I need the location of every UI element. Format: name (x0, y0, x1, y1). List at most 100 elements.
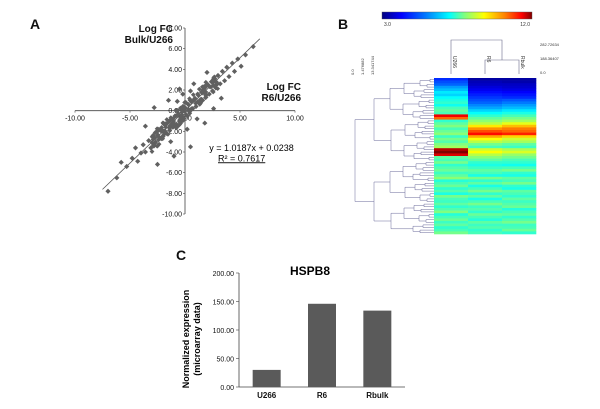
dendro-branch (402, 166, 416, 178)
dendro-branch (421, 131, 434, 135)
heatmap-cell (468, 88, 503, 92)
dendro-branch (373, 181, 391, 222)
heatmap-cell (468, 205, 503, 209)
heatmap-cell (468, 215, 503, 219)
data-point (211, 83, 217, 89)
data-point (229, 60, 235, 66)
dendro-branch (428, 99, 434, 103)
heatmap-cell (468, 182, 503, 185)
heatmap-cell (468, 197, 503, 201)
y-axis-title-line1: Log FC (139, 24, 173, 35)
dendro-branch (403, 207, 419, 219)
heatmap-cell (434, 171, 469, 175)
dendro-branch (425, 105, 434, 109)
heatmap-cell (468, 195, 503, 198)
heatmap-cell (434, 91, 469, 94)
data-point (178, 115, 184, 121)
heatmap-cell (502, 228, 537, 232)
y-axis-title-line2: (microarray data) (192, 302, 202, 376)
heatmap-cell (468, 124, 503, 128)
heatmap-cell (468, 150, 503, 154)
data-point (190, 92, 196, 98)
heatmap-cell (502, 231, 537, 235)
y-tick-label: 8.00 (168, 26, 182, 33)
heatmap-cell (434, 200, 469, 204)
heatmap-cell (434, 158, 469, 162)
heatmap-cell (502, 101, 537, 105)
heatmap-cell (468, 85, 503, 89)
regression-equation: y = 1.0187x + 0.0238 (209, 143, 294, 153)
heatmap-cell (502, 192, 537, 196)
heatmap-cell (502, 158, 537, 162)
heatmap-cell (502, 184, 537, 188)
heatmap-cell (468, 179, 503, 183)
heatmap-cell (502, 98, 537, 102)
data-point (118, 159, 124, 165)
data-point (201, 87, 206, 92)
data-point (173, 108, 179, 113)
data-point (155, 132, 161, 138)
dendro-branch (419, 80, 430, 87)
data-point (189, 106, 194, 112)
data-point (196, 86, 202, 92)
heatmap-cell (502, 85, 537, 89)
heatmap-cell (502, 179, 537, 183)
bar-chart: HSPB8 200.00 150.00 100.00 50.00 0.00 U266 R6… (181, 264, 405, 400)
data-point (203, 79, 209, 85)
y-tick-label: -10.00 (162, 212, 182, 219)
data-point (124, 163, 130, 170)
heatmap-cell (468, 83, 503, 87)
heatmap-cell (468, 187, 503, 191)
data-point (152, 130, 158, 136)
data-point (150, 137, 156, 142)
heatmap-cell (502, 130, 537, 133)
heatmap-cell (434, 137, 469, 141)
heatmap-cell (502, 197, 537, 201)
data-point (191, 96, 197, 102)
data-point (169, 123, 175, 129)
data-point (155, 126, 161, 132)
dendro-branch (427, 177, 434, 181)
data-point (238, 63, 244, 69)
data-point (187, 110, 193, 116)
heatmap-cell (468, 226, 503, 230)
heatmap-cell (468, 231, 503, 235)
heatmap-cell (502, 135, 537, 139)
heatmap-cell (468, 163, 503, 167)
heatmap-cell (434, 140, 469, 144)
y-tick-label: -8.00 (166, 191, 182, 198)
heatmap-cell (502, 166, 537, 170)
data-point (203, 89, 209, 95)
data-point (213, 79, 219, 85)
heatmap-cell (502, 124, 537, 128)
heatmap-cell (434, 78, 469, 81)
heatmap-cell (434, 93, 469, 97)
data-point (161, 132, 166, 138)
row-dendrogram (354, 79, 434, 233)
dendrogram-scale-label: 13.341744 (370, 55, 375, 75)
dendro-branch (422, 110, 434, 114)
heatmap-cell (468, 148, 503, 152)
x-tick-label: 10.00 (286, 116, 304, 123)
data-point (195, 99, 201, 104)
data-point (200, 84, 206, 90)
heatmap-cell (434, 145, 469, 149)
heatmap-cell (434, 85, 469, 89)
heatmap-cell (434, 80, 469, 84)
data-point (146, 138, 152, 144)
dendro-branch (450, 39, 503, 74)
data-point (210, 89, 216, 95)
heatmap-cell (434, 179, 469, 183)
heatmap-cell (502, 96, 537, 100)
dendro-branch (428, 214, 434, 218)
heatmap-cell (434, 143, 469, 146)
data-point (194, 116, 200, 122)
heatmap-cell (502, 205, 537, 209)
dendro-branch (418, 101, 429, 107)
data-point (180, 91, 186, 97)
data-point (174, 113, 180, 118)
data-point (182, 100, 188, 106)
dendro-branch (389, 88, 404, 110)
dendro-branch (403, 82, 420, 94)
